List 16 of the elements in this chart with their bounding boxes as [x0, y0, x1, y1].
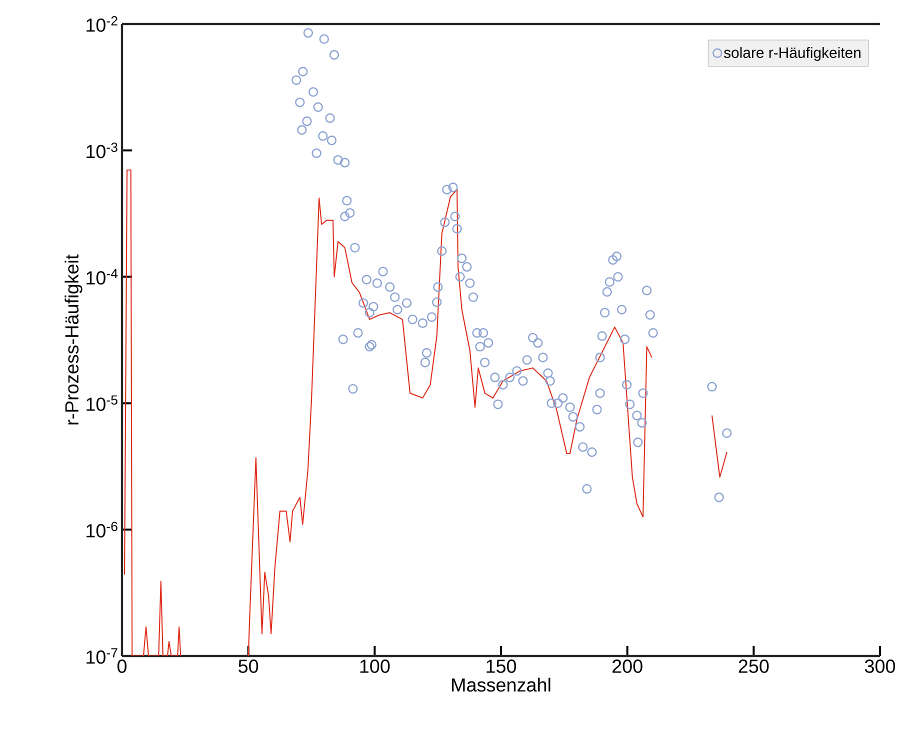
y-tick-label: 10$^{-5}$ [86, 395, 118, 411]
x-tick-label: 100 [360, 660, 390, 673]
x-tick-label: 300 [864, 660, 896, 673]
x-tick-label: 0 [117, 660, 127, 673]
x-tick-label: 50 [238, 660, 258, 673]
y-tick-label: 10$^{-4}$ [86, 269, 118, 285]
x-tick-label: 150 [486, 660, 516, 673]
legend-label: solare r-Häufigkeiten [724, 46, 860, 61]
y-axis-title: r-Prozess-Häufigkeit [64, 254, 82, 424]
y-tick-label: 10$^{-6}$ [86, 522, 118, 538]
x-tick-label: 250 [738, 660, 769, 673]
y-tick-label: 10$^{-7}$ [86, 648, 118, 664]
y-tick-label: 10$^{-3}$ [86, 142, 118, 158]
x-tick-label: 200 [612, 660, 642, 673]
y-tick-label: 10$^{-2}$ [86, 16, 118, 32]
x-axis-title: Massenzahl [452, 678, 550, 692]
